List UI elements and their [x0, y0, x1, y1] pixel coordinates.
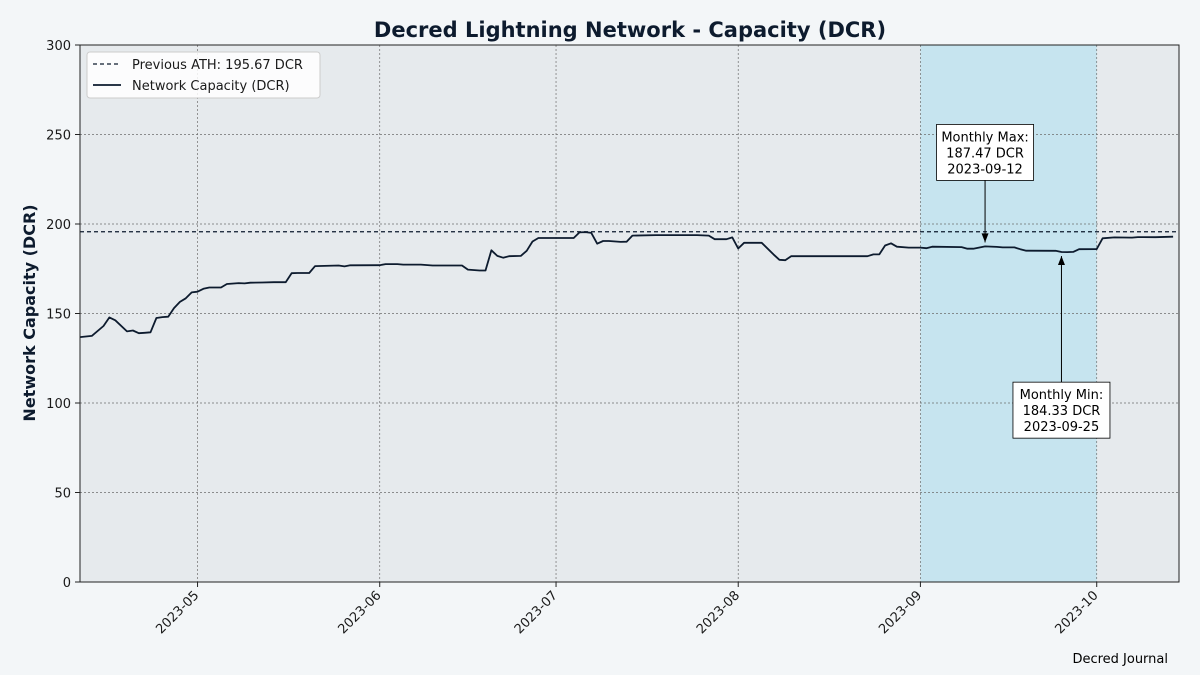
- annotation-box: [1012, 381, 1111, 439]
- legend-ath-label: Previous ATH: 195.67 DCR: [132, 58, 303, 73]
- annotation-text: 187.47 DCR: [946, 146, 1024, 161]
- legend-box: [86, 51, 321, 99]
- y-tick-label: 250: [46, 129, 71, 144]
- x-tick-label: 2023-06: [336, 588, 385, 637]
- annotation-text: 184.33 DCR: [1023, 404, 1101, 419]
- legend: Previous ATH: 195.67 DCR Network Capacit…: [86, 51, 321, 99]
- y-tick-label: 200: [46, 218, 71, 233]
- x-tick-label: 2023-10: [1053, 588, 1102, 637]
- y-tick-label: 300: [46, 39, 71, 54]
- y-tick-label: 150: [46, 308, 71, 323]
- annotation-text: 2023-09-25: [1024, 420, 1100, 435]
- y-axis-label: Network Capacity (DCR): [20, 204, 39, 421]
- x-tick-label: 2023-07: [512, 588, 561, 637]
- legend-capacity-label: Network Capacity (DCR): [132, 79, 290, 94]
- annotation-box: [936, 124, 1034, 181]
- annotation-arrow-head: [1057, 256, 1065, 266]
- x-tick-label: 2023-09: [876, 588, 925, 637]
- y-tick-label: 50: [54, 487, 71, 502]
- x-tick-label: 2023-05: [153, 588, 202, 637]
- chart-title: Decred Lightning Network - Capacity (DCR…: [374, 18, 886, 42]
- credit-text: Decred Journal: [1072, 652, 1168, 667]
- y-tick-label: 0: [63, 576, 71, 591]
- x-tick-label: 2023-08: [694, 588, 743, 637]
- annotation-text: Monthly Min:: [1020, 388, 1104, 403]
- annotation-arrow-head: [981, 233, 989, 243]
- capacity-series-line: [79, 231, 1174, 338]
- annotation-text: Monthly Max:: [941, 130, 1028, 145]
- y-tick-label: 100: [46, 397, 71, 412]
- annotation-text: 2023-09-12: [947, 162, 1023, 177]
